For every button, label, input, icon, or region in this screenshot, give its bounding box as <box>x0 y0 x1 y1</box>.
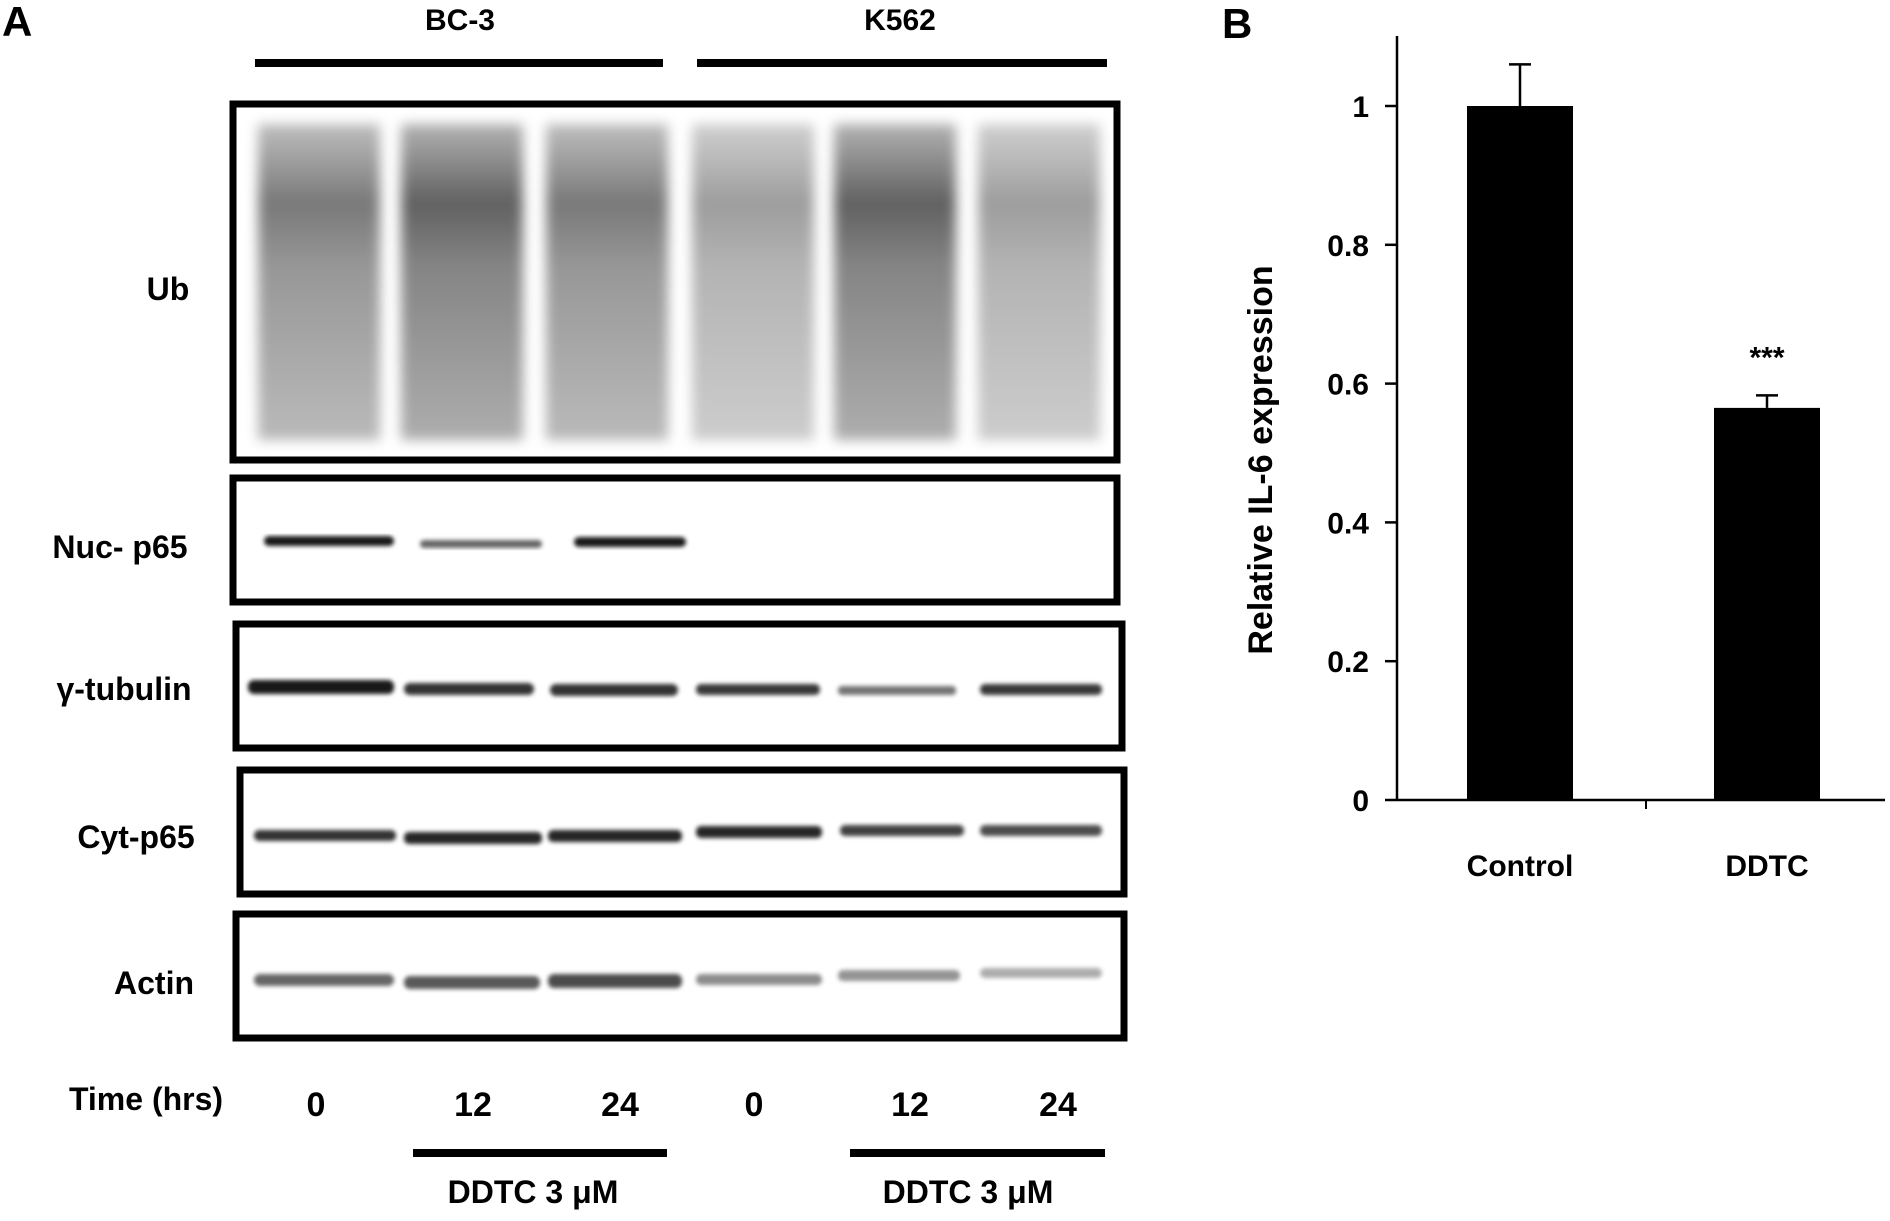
treatment-bar-k562 <box>850 1149 1105 1157</box>
y-tick-label: 0 <box>1352 785 1369 818</box>
y-tick-label: 1 <box>1352 91 1369 124</box>
time-value: 0 <box>745 1086 764 1124</box>
y-tick-label: 0.4 <box>1327 507 1369 540</box>
blot-actin <box>232 910 1128 1042</box>
y-tick-label: 0.6 <box>1327 369 1369 402</box>
treatment-bar-bc3 <box>413 1149 667 1157</box>
row-label-nuc-p65: Nuc- p65 <box>52 529 187 565</box>
time-value: 12 <box>891 1086 929 1124</box>
panel-label-a: A <box>2 0 32 45</box>
group-bar-bc3 <box>255 59 663 67</box>
y-axis-label: Relative IL-6 expression <box>1242 265 1280 654</box>
bar-control <box>1467 106 1573 800</box>
y-tick-label: 0.2 <box>1327 646 1369 679</box>
row-label-ub: Ub <box>147 271 190 307</box>
panel-b: B Relative IL-6 expression 0 0.2 0.4 0.6 0.8… <box>1222 0 1885 883</box>
group-label-bc3: BC-3 <box>425 4 495 37</box>
panel-label-b: B <box>1222 0 1252 47</box>
y-tick-label: 0.8 <box>1327 230 1369 263</box>
time-value: 24 <box>1039 1086 1077 1124</box>
x-tick-label: Control <box>1467 850 1574 883</box>
bar-chart: 0 0.2 0.4 0.6 0.8 1 Control *** DDTC <box>1327 36 1885 883</box>
row-label-gamma-tubulin: γ-tubulin <box>56 671 191 707</box>
significance-marker: *** <box>1749 341 1784 374</box>
x-tick-label: DDTC <box>1725 850 1808 883</box>
treatment-label-k562: DDTC 3 μM <box>883 1174 1054 1210</box>
blot-gamma-tubulin <box>232 620 1126 752</box>
time-value: 12 <box>454 1086 492 1124</box>
blot-cyt-p65 <box>236 766 1128 898</box>
treatment-label-bc3: DDTC 3 μM <box>448 1174 619 1210</box>
blot-ub <box>229 100 1121 464</box>
blot-nuc-p65 <box>229 474 1121 606</box>
row-label-cyt-p65: Cyt-p65 <box>77 819 194 855</box>
panel-a: A BC-3 K562 Ub Nuc- p65 <box>2 0 1128 1210</box>
row-label-actin: Actin <box>114 965 194 1001</box>
bar-ddtc <box>1714 407 1820 800</box>
time-values: 0 12 24 0 12 24 <box>307 1086 1077 1124</box>
group-bar-k562 <box>697 59 1107 67</box>
time-value: 0 <box>307 1086 326 1124</box>
time-value: 24 <box>601 1086 639 1124</box>
time-label: Time (hrs) <box>69 1081 223 1117</box>
group-label-k562: K562 <box>864 4 936 37</box>
